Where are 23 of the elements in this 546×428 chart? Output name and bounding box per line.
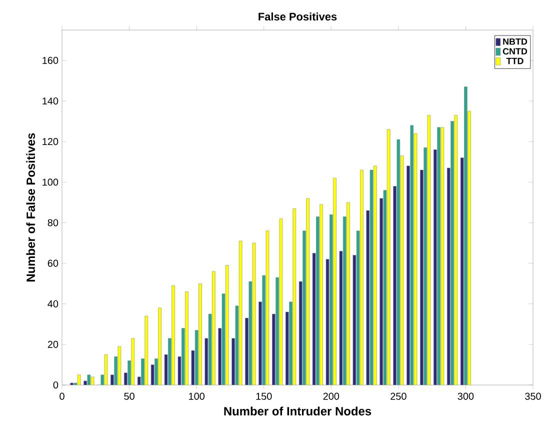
x-tick-label: 300 [458,392,474,400]
y-tick-label: 80 [48,219,58,226]
x-tick-label: 50 [124,392,134,400]
legend-label: TTD [506,58,524,64]
x-tick-label: 200 [323,392,340,400]
y-tick-label: 160 [42,56,58,64]
x-tick-label: 350 [525,392,541,400]
legend-label: NBTD [503,38,528,45]
x-tick-label: 150 [256,392,272,400]
legend-label: CNTD [502,48,528,55]
y-tick-label: 140 [42,97,58,105]
y-tick-label: 40 [48,300,58,308]
y-tick-label: 20 [48,340,58,348]
y-tick-label: 0 [53,381,58,389]
y-tick-label: 120 [42,138,58,146]
x-axis-title: Number of Intruder Nodes [224,406,372,416]
y-tick-label: 100 [42,178,58,186]
x-tick-label: 250 [390,392,406,400]
x-tick-label: 100 [189,392,204,400]
y-tick-label: 60 [48,260,58,267]
chart-title: False Positives [258,12,337,20]
x-tick-label: 0 [60,392,64,400]
y-axis-title: Number of False Positives [26,133,36,282]
